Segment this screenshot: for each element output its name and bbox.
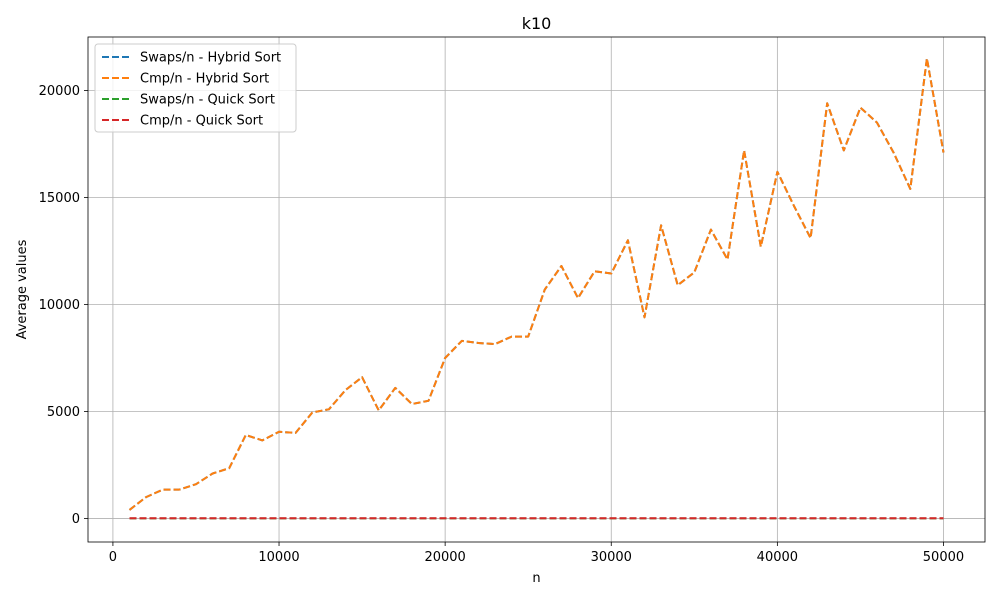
plot-frame xyxy=(87,36,986,543)
series-lines xyxy=(128,57,945,520)
legend-label: Cmp/n - Hybrid Sort xyxy=(140,72,269,87)
legend-box xyxy=(94,43,297,133)
legend-label: Swaps/n - Quick Sort xyxy=(140,93,275,108)
x-tick-label: 10000 xyxy=(258,550,299,565)
x-tick-label: 30000 xyxy=(591,550,632,565)
x-axis-title: n xyxy=(532,571,540,586)
y-axis-title: Average values xyxy=(15,239,30,339)
y-tick-label: 0 xyxy=(72,512,80,527)
legend: Swaps/n - Hybrid Sort Cmp/n - Hybrid Sort… xyxy=(94,43,297,133)
x-tick-label: 20000 xyxy=(424,550,465,565)
y-tick-label: 15000 xyxy=(39,191,80,206)
y-tick-label: 10000 xyxy=(39,298,80,313)
series-line xyxy=(128,57,945,511)
chart-title: k10 xyxy=(522,14,552,33)
y-tick-label: 5000 xyxy=(47,405,80,420)
x-axis-ticks: 0 10000 20000 30000 40000 50000 xyxy=(109,542,964,565)
x-tick-label: 40000 xyxy=(757,550,798,565)
legend-label: Swaps/n - Hybrid Sort xyxy=(140,51,281,66)
x-tick-label: 50000 xyxy=(923,550,964,565)
y-axis-ticks: 0 5000 10000 15000 20000 xyxy=(39,84,88,527)
x-tick-label: 0 xyxy=(109,550,117,565)
y-tick-label: 20000 xyxy=(39,84,80,99)
legend-label: Cmp/n - Quick Sort xyxy=(140,114,263,129)
